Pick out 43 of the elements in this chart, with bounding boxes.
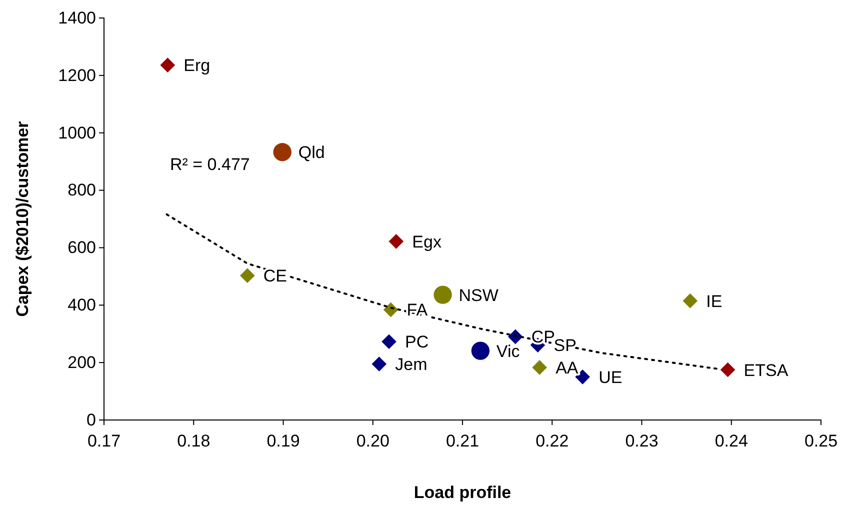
point bbox=[372, 356, 387, 372]
y-axis-title: Capex ($2010)/customer bbox=[13, 120, 32, 317]
annotation: FA bbox=[406, 300, 428, 320]
annotation: NSW bbox=[458, 286, 498, 305]
point bbox=[240, 268, 255, 283]
y-tick-label: 400 bbox=[68, 296, 96, 315]
annotation: AA bbox=[556, 358, 579, 378]
x-axis-title: Load profile bbox=[414, 483, 512, 502]
annotation: PC bbox=[405, 332, 429, 352]
y-tick-label: 1200 bbox=[58, 66, 96, 85]
point bbox=[532, 360, 547, 375]
annotation: Erg bbox=[184, 56, 210, 76]
annotation: Vic bbox=[496, 342, 520, 361]
annotation: IE bbox=[706, 292, 722, 311]
y-tick-label: 600 bbox=[68, 238, 96, 258]
point bbox=[682, 293, 698, 308]
y-tick-label: 200 bbox=[68, 353, 96, 372]
x-tick-label: 0.23 bbox=[625, 432, 658, 451]
y-tick-label: 0 bbox=[86, 410, 96, 430]
annotation: ETSA bbox=[744, 360, 789, 380]
annotation: UE bbox=[598, 368, 622, 387]
y-tick-label: 1400 bbox=[58, 8, 96, 28]
point bbox=[388, 234, 404, 249]
x-tick-label: 0.25 bbox=[804, 432, 838, 451]
point bbox=[160, 58, 176, 73]
x-tick-label: 0.21 bbox=[446, 432, 480, 451]
point bbox=[720, 362, 736, 378]
x-tick-label: 0.17 bbox=[87, 432, 121, 451]
annotation: Egx bbox=[412, 232, 442, 252]
y-tick-label: 1000 bbox=[58, 123, 96, 142]
annotation: R² = 0.477 bbox=[170, 155, 250, 174]
annotation: Jem bbox=[395, 355, 428, 374]
x-tick-label: 0.19 bbox=[266, 432, 300, 451]
point bbox=[382, 334, 396, 350]
y-tick-label: 800 bbox=[68, 180, 96, 200]
x-tick-label: 0.22 bbox=[536, 432, 569, 451]
point bbox=[471, 342, 490, 360]
point bbox=[434, 286, 452, 304]
annotation: Qld bbox=[298, 143, 325, 162]
x-tick-label: 0.18 bbox=[177, 432, 210, 451]
x-tick-label: 0.24 bbox=[714, 432, 748, 451]
x-tick-label: 0.20 bbox=[356, 432, 390, 451]
point bbox=[273, 143, 292, 162]
